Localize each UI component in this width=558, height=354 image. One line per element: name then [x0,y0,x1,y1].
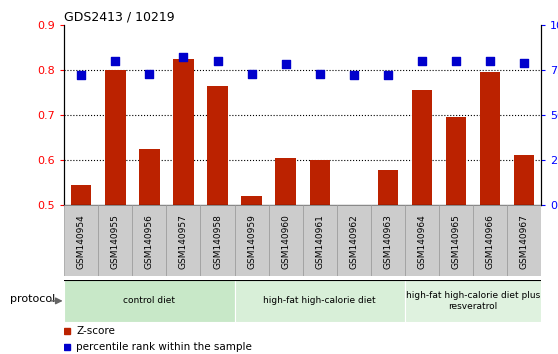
Point [519,60,528,65]
Point [451,58,460,64]
Point [111,58,120,64]
Point [179,55,188,60]
Point [383,73,392,78]
Text: GSM140965: GSM140965 [451,214,460,269]
Point [77,73,86,78]
Bar [98,205,132,276]
Bar [337,205,371,276]
Point [315,71,324,76]
Bar [242,196,262,205]
Bar [208,86,228,205]
Bar [371,205,405,276]
Text: Z-score: Z-score [76,326,115,336]
Text: GSM140967: GSM140967 [519,214,529,269]
Text: GSM140963: GSM140963 [383,214,392,269]
Text: GSM140964: GSM140964 [417,214,426,269]
Bar [234,280,405,322]
Text: GSM140966: GSM140966 [485,214,494,269]
Bar [200,205,234,276]
Text: GDS2413 / 10219: GDS2413 / 10219 [64,11,175,24]
Bar [173,59,194,205]
Bar [71,185,92,205]
Bar [378,170,398,205]
Point [281,62,290,67]
Text: GSM140960: GSM140960 [281,214,290,269]
Bar [105,70,126,205]
Bar [166,205,200,276]
Bar [139,149,160,205]
Bar [64,280,234,322]
Bar [276,158,296,205]
Text: percentile rank within the sample: percentile rank within the sample [76,342,252,352]
Text: GSM140962: GSM140962 [349,214,358,269]
Text: GSM140955: GSM140955 [111,214,120,269]
Bar [514,155,535,205]
Text: GSM140957: GSM140957 [179,214,188,269]
Point [247,71,256,76]
Point [485,58,494,64]
Bar [303,205,337,276]
Text: control diet: control diet [123,296,175,306]
Text: high-fat high-calorie diet plus
resveratrol: high-fat high-calorie diet plus resverat… [406,291,540,310]
Bar [268,205,303,276]
Bar [412,90,432,205]
Point [213,58,222,64]
Bar [480,72,501,205]
Bar [446,117,466,205]
Bar [507,205,541,276]
Text: protocol: protocol [9,294,55,304]
Text: high-fat high-calorie diet: high-fat high-calorie diet [263,296,376,306]
Point [145,71,154,76]
Bar [405,205,439,276]
Bar [405,280,541,322]
Text: GSM140959: GSM140959 [247,214,256,269]
Text: GSM140958: GSM140958 [213,214,222,269]
Point [417,58,426,64]
Text: GSM140961: GSM140961 [315,214,324,269]
Bar [473,205,507,276]
Bar [132,205,166,276]
Bar [439,205,473,276]
Point [349,73,358,78]
Text: GSM140956: GSM140956 [145,214,154,269]
Bar [310,160,330,205]
Bar [64,205,98,276]
Text: GSM140954: GSM140954 [76,214,86,269]
Bar [234,205,268,276]
